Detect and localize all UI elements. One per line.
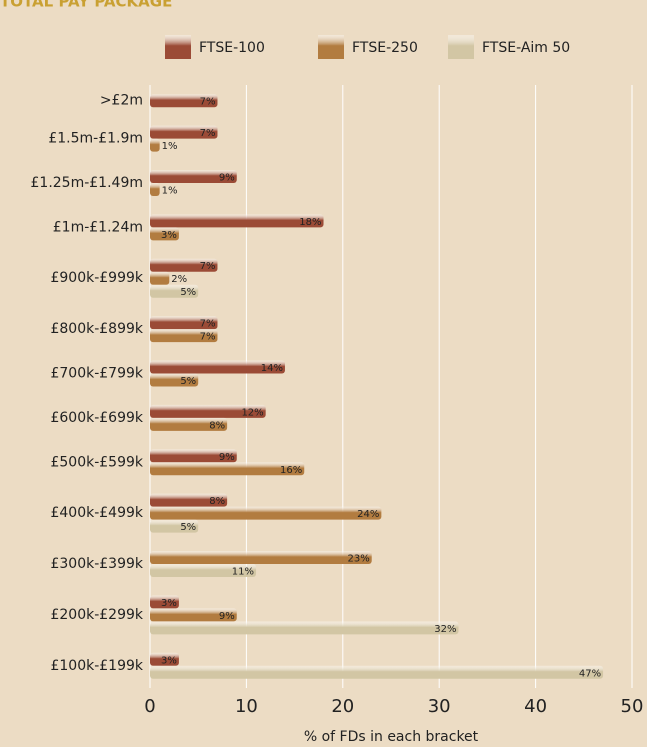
value-label: 16%	[280, 465, 302, 476]
bar	[150, 652, 179, 666]
value-label: 7%	[200, 332, 216, 343]
bar	[150, 373, 199, 387]
bar	[150, 94, 218, 108]
y-tick-label: £600k-£699k	[50, 410, 143, 426]
value-label: 14%	[261, 363, 283, 374]
x-tick-label: 20	[331, 696, 354, 717]
value-label: 3%	[161, 655, 177, 666]
bar	[150, 227, 179, 241]
y-tick-label: £300k-£399k	[50, 556, 143, 572]
bar	[150, 564, 257, 578]
y-tick-label: £1.5m-£1.9m	[48, 131, 143, 147]
bar	[150, 551, 372, 565]
value-label: 5%	[180, 522, 196, 533]
bar	[150, 182, 160, 196]
y-tick-label: £1m-£1.24m	[53, 219, 143, 235]
legend-label: FTSE-250	[352, 40, 418, 56]
bar	[150, 449, 237, 463]
bar	[150, 404, 266, 418]
legend-label: FTSE-100	[199, 40, 265, 56]
value-label: 8%	[209, 420, 225, 431]
value-label: 7%	[200, 261, 216, 272]
legend-swatch	[165, 35, 191, 59]
y-tick-label: £700k-£799k	[50, 366, 143, 382]
value-label: 7%	[200, 128, 216, 139]
bar	[150, 608, 237, 622]
value-label: 12%	[241, 407, 263, 418]
bar	[150, 214, 324, 228]
value-label: 7%	[200, 97, 216, 108]
x-axis-label: % of FDs in each bracket	[304, 729, 479, 745]
value-label: 3%	[161, 598, 177, 609]
value-label: 24%	[357, 509, 379, 520]
value-label: 47%	[579, 668, 601, 679]
legend-swatch	[448, 35, 474, 59]
bar	[150, 329, 218, 343]
x-tick-label: 40	[524, 696, 547, 717]
chart-title: TOTAL PAY PACKAGE	[0, 0, 172, 11]
y-tick-label: >£2m	[100, 93, 143, 109]
value-label: 7%	[200, 319, 216, 330]
y-tick-label: £900k-£999k	[50, 270, 143, 286]
bar	[150, 284, 199, 298]
value-label: 5%	[180, 376, 196, 387]
x-tick-label: 30	[428, 696, 451, 717]
bar	[150, 258, 218, 272]
bar	[150, 506, 382, 520]
bar	[150, 595, 179, 609]
bar	[150, 138, 160, 152]
bar	[150, 519, 199, 533]
value-label: 2%	[171, 274, 187, 285]
bar	[150, 665, 604, 679]
bar	[150, 125, 218, 139]
legend-label: FTSE-Aim 50	[482, 40, 570, 56]
bar	[150, 169, 237, 183]
bar	[150, 462, 305, 476]
value-label: 1%	[162, 185, 178, 196]
y-tick-label: £800k-£899k	[50, 321, 143, 337]
y-tick-label: £400k-£499k	[50, 505, 143, 521]
value-label: 18%	[299, 217, 321, 228]
y-tick-label: £200k-£299k	[50, 607, 143, 623]
bar	[150, 417, 228, 431]
value-label: 9%	[219, 452, 235, 463]
value-label: 1%	[162, 141, 178, 152]
bar	[150, 360, 285, 374]
value-label: 11%	[232, 567, 254, 578]
y-tick-label: £100k-£199k	[50, 658, 143, 674]
x-tick-label: 0	[144, 696, 155, 717]
value-label: 3%	[161, 230, 177, 241]
bar	[150, 316, 218, 330]
bar	[150, 493, 228, 507]
y-tick-label: £1.25m-£1.49m	[31, 175, 144, 191]
value-label: 23%	[347, 554, 369, 565]
value-label: 5%	[180, 287, 196, 298]
value-label: 32%	[434, 624, 456, 635]
bar	[150, 271, 170, 285]
x-tick-label: 10	[235, 696, 258, 717]
legend-swatch	[318, 35, 344, 59]
bar	[150, 621, 459, 635]
value-label: 9%	[219, 611, 235, 622]
value-label: 9%	[219, 172, 235, 183]
x-tick-label: 50	[621, 696, 644, 717]
y-tick-label: £500k-£599k	[50, 454, 143, 470]
value-label: 8%	[209, 496, 225, 507]
